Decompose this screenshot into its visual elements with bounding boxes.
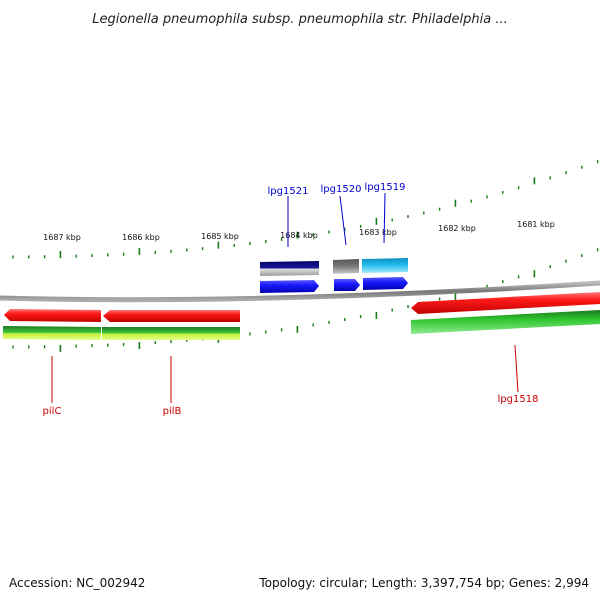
gene-label-lpg1520[interactable]: lpg1520 bbox=[321, 184, 362, 195]
kbp-label: 1686 kbp bbox=[122, 233, 160, 242]
gene-arrow-pilC[interactable] bbox=[4, 309, 101, 322]
gene-label-pilC[interactable]: pilC bbox=[43, 406, 62, 417]
gene-label-lpg1519[interactable]: lpg1519 bbox=[365, 182, 406, 193]
kbp-label: 1682 kbp bbox=[438, 224, 476, 233]
gene-arrow-lpg1520[interactable] bbox=[334, 279, 360, 291]
gene-arrow-lpg1519[interactable] bbox=[363, 277, 408, 290]
cog-bar-lpg1521[interactable] bbox=[260, 261, 319, 276]
gene-arrow-pilB[interactable] bbox=[103, 310, 240, 322]
gene-arrow-lpg1518[interactable] bbox=[411, 292, 600, 314]
genome-backbone bbox=[0, 280, 600, 303]
gene-label-lpg1521[interactable]: lpg1521 bbox=[268, 186, 309, 197]
leader-line-lpg1519 bbox=[383, 192, 386, 244]
kbp-label: 1685 kbp bbox=[201, 232, 239, 241]
kbp-label: 1683 kbp bbox=[359, 228, 397, 237]
leader-line-lpg1520 bbox=[339, 195, 347, 246]
kbp-label: 1684 kbp bbox=[280, 231, 318, 240]
accession-text: Accession: NC_002942 bbox=[9, 576, 145, 590]
genome-title: Legionella pneumophila subsp. pneumophil… bbox=[92, 12, 508, 27]
cog-bar-pilB[interactable] bbox=[102, 327, 240, 340]
cog-bar-lpg1518[interactable] bbox=[411, 310, 600, 334]
genome-summary-text: Topology: circular; Length: 3,397,754 bp… bbox=[258, 576, 589, 590]
cog-bar-pilC[interactable] bbox=[3, 326, 101, 340]
upper-tick-track bbox=[12, 160, 599, 259]
kbp-label: 1687 kbp bbox=[43, 233, 81, 242]
gene-label-lpg1518[interactable]: lpg1518 bbox=[498, 394, 539, 405]
kbp-label: 1681 kbp bbox=[517, 220, 555, 229]
cog-bar-lpg1519[interactable] bbox=[362, 258, 408, 273]
cog-bar-lpg1520[interactable] bbox=[333, 259, 359, 274]
gene-arrow-lpg1521[interactable] bbox=[260, 280, 319, 293]
gene-label-pilB[interactable]: pilB bbox=[163, 406, 182, 417]
leader-line-lpg1518 bbox=[514, 344, 519, 393]
